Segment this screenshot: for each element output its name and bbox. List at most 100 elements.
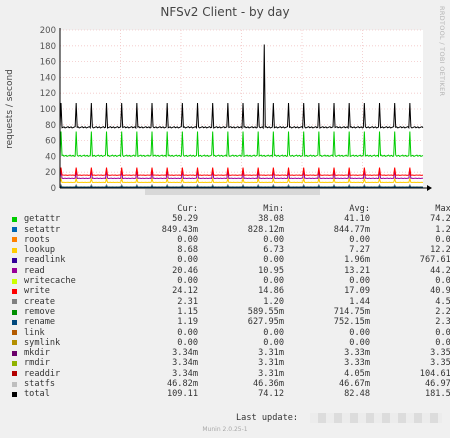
legend-cur: 46.82m (166, 379, 198, 390)
legend-swatch-writecache (12, 278, 17, 284)
legend-max: 4.54 (435, 296, 450, 307)
legend-max: 74.23 (430, 214, 450, 225)
series-line-read (59, 170, 424, 180)
legend-cur: 0.00 (177, 327, 198, 338)
legend-swatch-readdir (12, 371, 17, 377)
legend-name: mkdir (24, 348, 50, 359)
x-axis-arrow (427, 185, 432, 191)
series-line-lookup (59, 176, 424, 184)
legend-max: 2.30 (435, 317, 450, 328)
legend-name: roots (24, 234, 50, 245)
legend-max: 767.61m (419, 255, 450, 266)
legend-swatch-read (12, 268, 17, 274)
legend-name: write (24, 286, 50, 297)
rrdtool-watermark: RRDTOOL / TOBI OETIKER (438, 6, 446, 97)
legend-max: 0.00 (435, 276, 450, 287)
legend-swatch-remove (12, 309, 17, 315)
legend-cur: 0.00 (177, 255, 198, 266)
legend-table: Cur: Min: Avg: Max: getattr 50.29 38.08 41.… (12, 204, 450, 400)
legend-max: 40.93 (430, 286, 450, 297)
legend-name: rename (24, 317, 56, 328)
legend-avg: 4.05m (344, 368, 370, 379)
legend-max: 0.00 (435, 234, 450, 245)
legend-cur: 1.15 (177, 306, 198, 317)
legend-avg: 46.67m (338, 379, 370, 390)
legend-row-write: write 24.12 14.86 17.09 40.93 (12, 286, 450, 297)
legend-row-setattr: setattr 849.43m 828.12m 844.77m 1.26 (12, 224, 450, 235)
legend-swatch-rmdir (12, 361, 17, 367)
series-line-rename (59, 185, 424, 188)
chart-area: 0 20 40 60 80 100 120 140 160 180 200 requests / s… (5, 26, 432, 195)
legend-avg: 13.21 (344, 265, 370, 276)
legend-header-row: Cur: Min: Avg: Max: (12, 204, 450, 214)
legend-avg: 3.33m (344, 358, 370, 369)
legend-max: 46.97m (424, 379, 450, 390)
legend-cur: 109.11 (166, 389, 198, 400)
legend-swatch-statfs (12, 381, 17, 387)
series-line-write (59, 167, 424, 177)
legend-swatch-readlink (12, 258, 17, 264)
series-line-total (59, 44, 424, 130)
y-tick-label: 120 (40, 89, 56, 99)
legend-min: 0.00 (263, 337, 284, 348)
legend-avg: 844.77m (333, 224, 370, 235)
legend-min: 0.00 (263, 327, 284, 338)
legend-name: remove (24, 306, 56, 317)
legend-row-mkdir: mkdir 3.34m 3.31m 3.33m 3.35m (12, 348, 450, 359)
legend-min: 3.31m (258, 358, 284, 369)
legend-name: rmdir (24, 358, 50, 369)
legend-min: 38.08 (258, 214, 284, 225)
legend-name: readdir (24, 368, 61, 379)
y-tick-label: 80 (45, 121, 56, 131)
legend-name: read (24, 265, 45, 276)
munin-version: Munin 2.0.25-1 (202, 426, 248, 433)
legend-max: 181.59 (424, 389, 450, 400)
legend-row-create: create 2.31 1.20 1.44 4.54 (12, 296, 450, 307)
y-axis-label: requests / second (5, 69, 15, 149)
legend-row-read: read 20.46 10.95 13.21 44.24 (12, 265, 450, 276)
legend-row-symlink: symlink 0.00 0.00 0.00 0.00 (12, 337, 450, 348)
y-tick-label: 160 (40, 58, 56, 68)
x-axis (59, 28, 432, 195)
legend-max: 12.20 (430, 245, 450, 256)
legend-min: 0.00 (263, 276, 284, 287)
legend-avg: 82.48 (344, 389, 370, 400)
legend-avg: 1.44 (349, 296, 370, 307)
legend-min: 6.73 (263, 245, 284, 256)
y-tick-label: 100 (40, 105, 56, 115)
legend-min: 74.12 (258, 389, 284, 400)
legend-avg: 17.09 (344, 286, 370, 297)
legend-avg: 0.00 (349, 234, 370, 245)
legend-cur: 3.34m (172, 348, 198, 359)
y-tick-label: 60 (45, 137, 56, 147)
legend-max: 3.35m (430, 358, 450, 369)
header-avg: Avg: (349, 204, 370, 214)
y-tick-label: 0 (51, 184, 56, 194)
legend-row-rmdir: rmdir 3.34m 3.31m 3.33m 3.35m (12, 358, 450, 369)
legend-min: 828.12m (247, 224, 284, 235)
y-tick-label: 200 (40, 26, 56, 36)
legend-cur: 20.46 (172, 265, 198, 276)
legend-swatch-rename (12, 319, 17, 325)
legend-row-remove: remove 1.15 589.55m 714.75m 2.26 (12, 306, 450, 317)
legend-min: 0.00 (263, 255, 284, 266)
legend-row-lookup: lookup 8.68 6.73 7.27 12.20 (12, 245, 450, 256)
legend-row-readdir: readdir 3.34m 3.31m 4.05m 104.61m (12, 368, 450, 379)
legend-avg: 714.75m (333, 306, 370, 317)
legend-name: lookup (24, 245, 56, 256)
y-tick-labels: 0 20 40 60 80 100 120 140 160 180 200 (40, 26, 56, 194)
legend-swatch-mkdir (12, 350, 17, 356)
legend-swatch-lookup (12, 247, 17, 253)
legend-avg: 0.00 (349, 327, 370, 338)
legend-max: 104.61m (419, 368, 450, 379)
legend-cur: 0.00 (177, 234, 198, 245)
legend-cur: 0.00 (177, 276, 198, 287)
y-tick-label: 40 (45, 152, 56, 162)
legend-row-roots: roots 0.00 0.00 0.00 0.00 (12, 234, 450, 245)
legend-min: 627.95m (247, 317, 284, 328)
legend-max: 0.00 (435, 327, 450, 338)
legend-cur: 1.19 (177, 317, 198, 328)
legend-max: 44.24 (430, 265, 450, 276)
legend-min: 0.00 (263, 234, 284, 245)
legend-cur: 2.31 (177, 296, 198, 307)
